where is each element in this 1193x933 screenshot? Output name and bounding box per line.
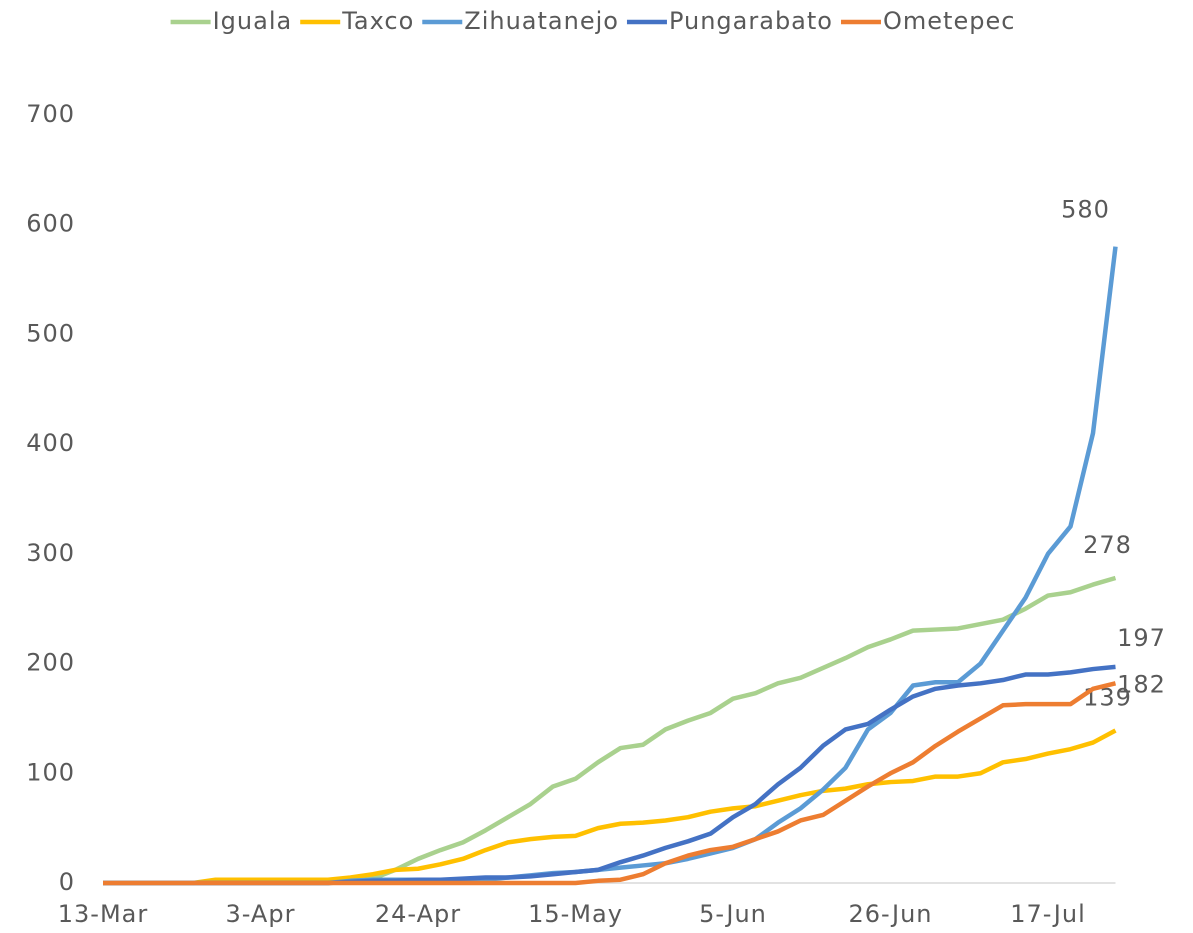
legend-label: Ometepec [883,7,1015,35]
y-tick-label: 500 [26,319,75,347]
y-tick-label: 600 [26,210,75,238]
y-tick-label: 200 [26,649,75,677]
legend-label: Iguala [213,7,293,35]
x-tick-label: 3-Apr [226,900,296,928]
x-tick-label: 5-Jun [699,900,767,928]
data-label: 182 [1117,670,1166,698]
series-line [103,681,1117,886]
series-line [103,728,1117,886]
legend-label: Zihuatanejo [464,7,619,35]
series-line [103,246,1118,886]
legend-label: Taxco [341,7,414,35]
y-tick-label: 100 [26,758,75,786]
legend: Iguala Taxco Zihuatanejo Pungarabato Ometepe… [170,7,1015,35]
x-tick-label: 24-Apr [375,900,461,928]
x-tick-label: 13-Mar [58,900,148,928]
y-tick-label: 700 [26,100,75,128]
x-tick-label: 17-Jul [1010,900,1086,928]
y-tick-label: 400 [26,429,75,457]
data-label: 278 [1083,531,1132,559]
x-tick-label: 26-Jun [848,900,932,928]
y-tick-label: 0 [59,868,75,896]
data-label: 580 [1061,196,1110,224]
x-tick-label: 15-May [528,900,623,928]
y-tick-label: 300 [26,539,75,567]
data-label: 197 [1117,624,1166,652]
legend-label: Pungarabato [669,7,833,35]
